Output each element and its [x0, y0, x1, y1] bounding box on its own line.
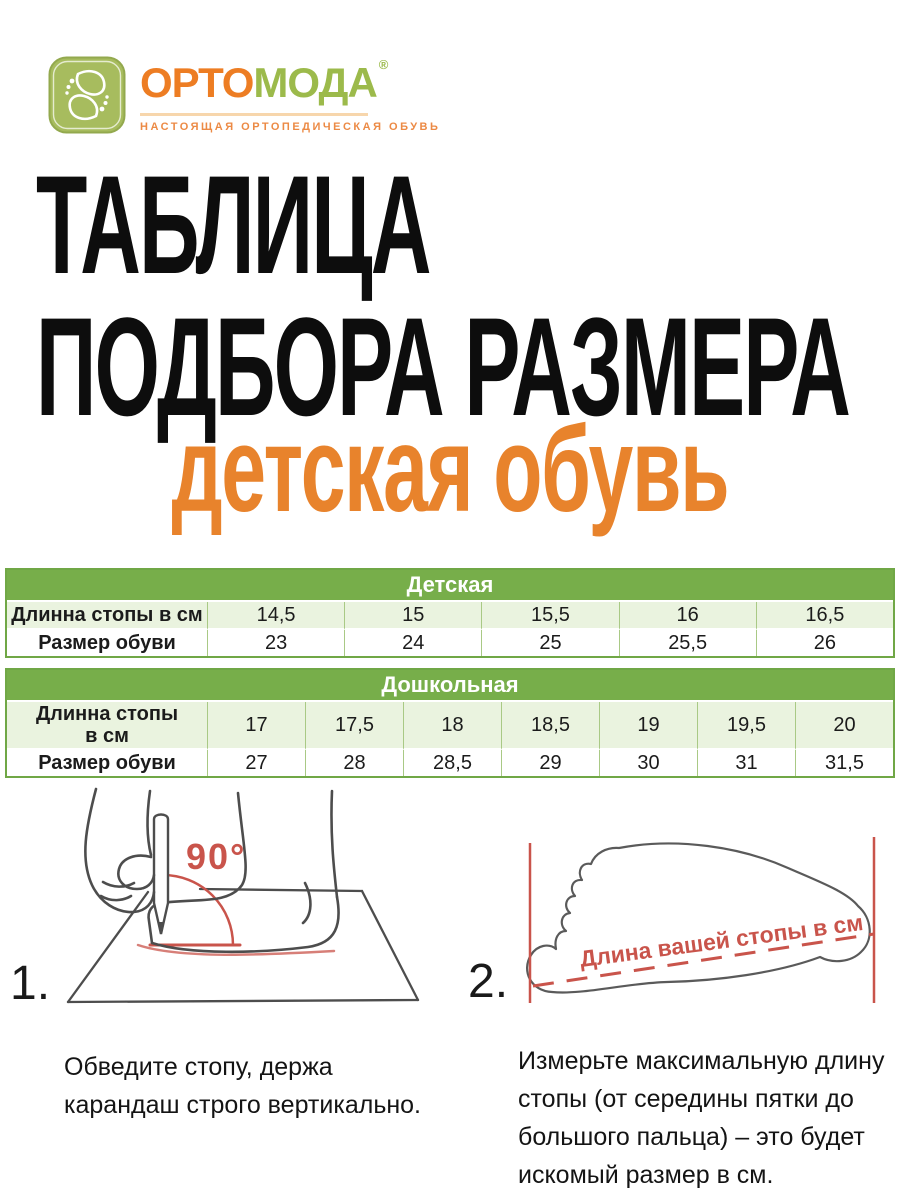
- step2-caption: Измерьте максимальную длину стопы (от се…: [518, 1042, 884, 1194]
- table-cell: 29: [501, 750, 599, 776]
- table-cell: 31: [697, 750, 795, 776]
- brand-logo: ОРТОМОДА ® НАСТОЯЩАЯ ОРТОПЕДИЧЕСКАЯ ОБУВЬ: [48, 56, 440, 134]
- table-row: Размер обуви 23 24 25 25,5 26: [7, 630, 893, 656]
- measurement-lines: [528, 837, 876, 1003]
- table-cell: 25,5: [618, 630, 756, 656]
- step-number-2: 2.: [468, 955, 509, 1008]
- table-cell: 31,5: [795, 750, 893, 776]
- brand-name-moda: МОДА: [253, 59, 377, 106]
- table-cell: 17: [207, 702, 305, 750]
- row-label-shoe-size: Размер обуви: [7, 630, 207, 656]
- row-label-shoe-size: Размер обуви: [7, 750, 207, 776]
- table-cell: 23: [207, 630, 345, 656]
- table-cell: 18,5: [501, 702, 599, 750]
- table-cell: 25: [481, 630, 619, 656]
- size-table-detskaya: Детская Длинна стопы в см 14,5 15 15,5 1…: [5, 568, 895, 658]
- foot-measuring-illustration: Длина вашей стопы в см: [526, 837, 876, 1003]
- hand-outline: [84, 787, 156, 914]
- brand-name-orto: ОРТО: [140, 59, 254, 106]
- table-cell: 16: [618, 602, 756, 630]
- row-label-foot-length: Длинна стопы в см: [7, 602, 207, 630]
- caption-line: искомый размер в см.: [518, 1161, 774, 1189]
- caption-line: Измерьте максимальную длину: [518, 1047, 885, 1075]
- size-table-doshkolnaya: Дошкольная Длинна стопы в см 17 17,5 18 …: [5, 668, 895, 778]
- page-title-line2-text: ПОДБОРА РАЗМЕРА: [36, 288, 851, 445]
- page-subtitle: детская обувь: [0, 408, 900, 530]
- table-row: Длинна стопы в см 14,5 15 15,5 16 16,5: [7, 602, 893, 630]
- angle-annotation: [136, 873, 336, 957]
- angle-label: 90°: [186, 836, 246, 877]
- caption-line: Обведите стопу, держа: [64, 1053, 333, 1081]
- table-row: Размер обуви 27 28 28,5 29 30 31 31,5: [7, 750, 893, 776]
- table-cell: 30: [599, 750, 697, 776]
- table-cell: 19,5: [697, 702, 795, 750]
- table-cell: 18: [403, 702, 501, 750]
- brand-name: ОРТОМОДА ®: [140, 58, 440, 106]
- table-cell: 27: [207, 750, 305, 776]
- registered-trademark-mark: ®: [378, 57, 389, 72]
- table-cell: 15: [344, 602, 482, 630]
- caption-line: большого пальца) – это будет: [518, 1123, 865, 1151]
- table-header-doshkolnaya: Дошкольная: [7, 670, 893, 702]
- table-row: Длинна стопы в см 17 17,5 18 18,5 19 19,…: [7, 702, 893, 750]
- row-label-foot-length: Длинна стопы в см: [7, 702, 207, 750]
- table-cell: 16,5: [755, 602, 893, 630]
- brand-tagline: НАСТОЯЩАЯ ОРТОПЕДИЧЕСКАЯ ОБУВЬ: [140, 121, 441, 133]
- table-cell: 28,5: [403, 750, 501, 776]
- table-cell: 28: [305, 750, 403, 776]
- logo-divider: [140, 113, 368, 116]
- paper-outline: [66, 887, 420, 1004]
- footprint-outline: [526, 842, 871, 994]
- table-cell: 14,5: [207, 602, 345, 630]
- table-cell: 24: [344, 630, 482, 656]
- table-cell: 19: [599, 702, 697, 750]
- pencil-icon: [152, 813, 170, 935]
- table-cell: 15,5: [481, 602, 619, 630]
- caption-line: карандаш строго вертикально.: [64, 1091, 422, 1119]
- logo-text: ОРТОМОДА ® НАСТОЯЩАЯ ОРТОПЕДИЧЕСКАЯ ОБУВЬ: [140, 56, 440, 133]
- page-title-line1-text: ТАБЛИЦА: [36, 146, 432, 303]
- table-cell: 17,5: [305, 702, 403, 750]
- caption-line: стопы (от середины пятки до: [518, 1085, 854, 1113]
- foot-tracing-illustration: 90°: [66, 787, 420, 1004]
- footprints-icon: [48, 56, 126, 134]
- table-cell: 26: [755, 630, 893, 656]
- page-subtitle-text: детская обувь: [171, 401, 730, 537]
- table-header-detskaya: Детская: [7, 570, 893, 602]
- measure-label: Длина вашей стопы в см: [578, 909, 864, 972]
- table-cell: 20: [795, 702, 893, 750]
- page-title-line1: ТАБЛИЦА: [36, 155, 692, 295]
- step1-caption: Обведите стопу, держа карандаш строго ве…: [64, 1048, 421, 1124]
- step-number-1: 1.: [10, 957, 51, 1010]
- page-title-line2: ПОДБОРА РАЗМЕРА: [36, 297, 900, 437]
